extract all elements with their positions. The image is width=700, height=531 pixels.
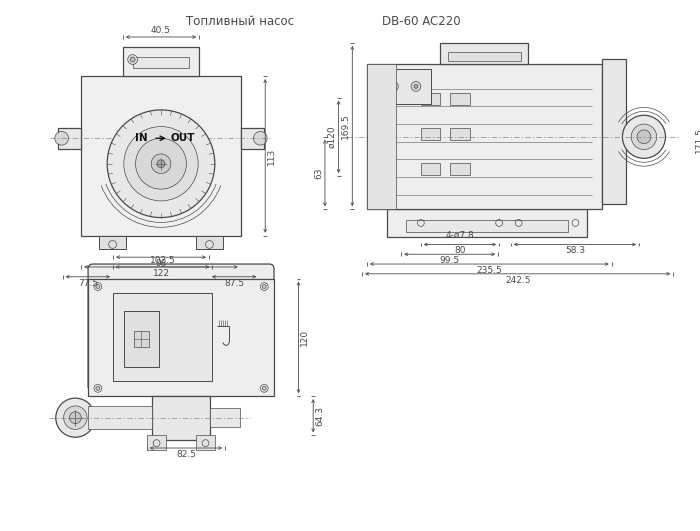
Circle shape [637,130,651,144]
FancyBboxPatch shape [88,264,274,391]
Bar [196,236,223,250]
Circle shape [56,398,95,437]
Text: 4-ø7.8: 4-ø7.8 [446,230,475,239]
Circle shape [96,387,100,390]
Bar [211,408,240,427]
Bar [440,43,528,64]
Bar [147,435,167,450]
Text: 113: 113 [267,147,276,165]
Text: 120: 120 [300,329,309,346]
Bar [367,64,396,209]
Bar [88,406,152,430]
Bar [125,311,158,367]
Circle shape [389,82,398,91]
Circle shape [69,412,81,424]
Circle shape [414,84,418,88]
Bar [386,209,587,237]
Circle shape [411,82,421,91]
Circle shape [391,84,395,88]
Bar [602,59,626,204]
Text: 102.5: 102.5 [150,256,175,265]
Bar [448,52,521,62]
Text: 64.3: 64.3 [315,406,324,426]
Text: 63: 63 [314,167,323,179]
Text: 77.5: 77.5 [78,279,98,288]
Bar [113,294,212,381]
Bar [450,128,470,140]
Circle shape [136,138,186,189]
Circle shape [96,285,100,288]
Circle shape [262,285,266,288]
Bar [450,93,470,105]
Bar [152,396,211,440]
Text: 235.5: 235.5 [477,266,502,275]
Text: 98: 98 [155,259,167,268]
Text: 169.5: 169.5 [342,113,351,139]
Bar [99,236,126,250]
Text: ø120: ø120 [328,125,337,148]
Text: 99.5: 99.5 [440,256,460,265]
Bar [57,127,81,149]
Text: OUT: OUT [170,133,195,143]
Bar [196,435,216,450]
Circle shape [157,160,165,168]
Text: 171.5: 171.5 [695,127,700,153]
Bar [88,279,274,396]
Text: DB-60 AC220: DB-60 AC220 [382,15,460,29]
Circle shape [124,126,198,201]
Circle shape [107,110,215,218]
Bar [406,220,568,232]
Bar [132,57,190,68]
Text: Топливный насос: Топливный насос [186,15,294,29]
Text: 242.5: 242.5 [505,276,531,285]
Bar [450,163,470,175]
Circle shape [151,154,171,174]
Text: 80: 80 [454,246,466,255]
Text: 82.5: 82.5 [176,450,196,459]
Circle shape [127,55,137,64]
Bar [421,93,440,105]
Text: 87.5: 87.5 [224,279,244,288]
Bar [367,64,602,209]
Bar [421,128,440,140]
Circle shape [253,132,267,145]
Bar [134,331,149,347]
Bar [241,127,264,149]
Circle shape [622,115,666,158]
Circle shape [631,124,657,150]
Text: 58.3: 58.3 [565,246,585,255]
Circle shape [55,132,69,145]
Circle shape [262,387,266,390]
Bar [421,163,440,175]
Text: 122: 122 [153,269,169,278]
Text: IN: IN [135,133,148,143]
Circle shape [64,406,87,430]
Bar [382,69,430,104]
Circle shape [130,57,135,62]
Text: 40.5: 40.5 [151,26,171,35]
Bar [122,47,199,76]
Bar [81,76,241,236]
